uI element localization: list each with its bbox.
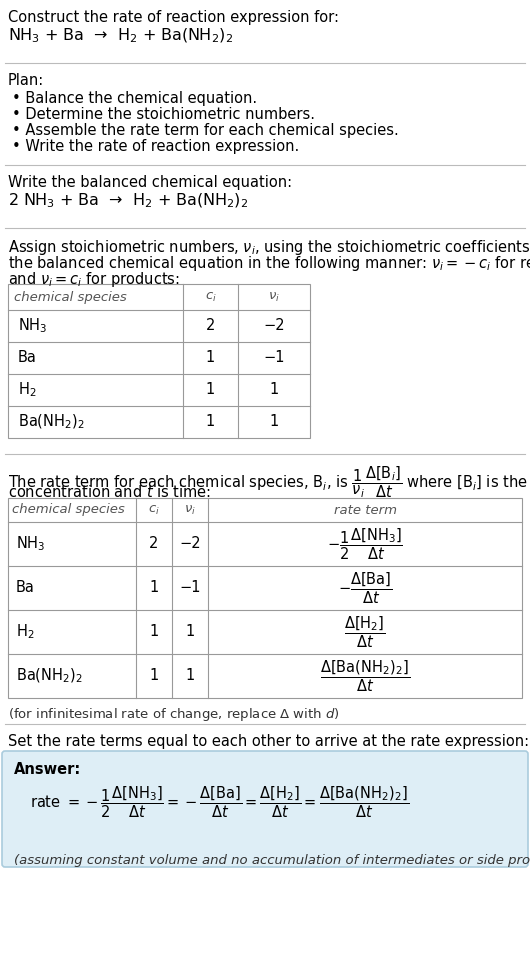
Text: 1: 1 — [149, 625, 158, 639]
Text: −2: −2 — [263, 318, 285, 334]
Text: NH$_3$ + Ba  →  H$_2$ + Ba(NH$_2$)$_2$: NH$_3$ + Ba → H$_2$ + Ba(NH$_2$)$_2$ — [8, 27, 233, 46]
Text: $\nu_i$: $\nu_i$ — [184, 504, 196, 516]
Text: $-\dfrac{1}{2}\dfrac{\Delta[\mathrm{NH_3}]}{\Delta t}$: $-\dfrac{1}{2}\dfrac{\Delta[\mathrm{NH_3… — [327, 526, 403, 562]
Text: Construct the rate of reaction expression for:: Construct the rate of reaction expressio… — [8, 10, 339, 25]
Text: Ba: Ba — [18, 350, 37, 365]
Text: • Assemble the rate term for each chemical species.: • Assemble the rate term for each chemic… — [12, 123, 399, 138]
Text: 2 NH$_3$ + Ba  →  H$_2$ + Ba(NH$_2$)$_2$: 2 NH$_3$ + Ba → H$_2$ + Ba(NH$_2$)$_2$ — [8, 192, 249, 211]
Text: • Determine the stoichiometric numbers.: • Determine the stoichiometric numbers. — [12, 107, 315, 122]
Text: 2: 2 — [149, 537, 158, 551]
Text: chemical species: chemical species — [14, 291, 127, 304]
Text: Write the balanced chemical equation:: Write the balanced chemical equation: — [8, 175, 292, 190]
Text: Ba: Ba — [16, 581, 35, 595]
Text: $c_i$: $c_i$ — [148, 504, 160, 516]
Text: 1: 1 — [186, 669, 195, 683]
Text: 1: 1 — [206, 350, 215, 365]
Text: −1: −1 — [179, 581, 201, 595]
Text: (assuming constant volume and no accumulation of intermediates or side products): (assuming constant volume and no accumul… — [14, 854, 530, 867]
Text: H$_2$: H$_2$ — [16, 623, 34, 641]
Text: concentration and $t$ is time:: concentration and $t$ is time: — [8, 484, 211, 500]
Text: 1: 1 — [206, 415, 215, 429]
Bar — [8, 498, 522, 698]
Text: • Write the rate of reaction expression.: • Write the rate of reaction expression. — [12, 139, 299, 154]
Text: −2: −2 — [179, 537, 201, 551]
Text: 2: 2 — [206, 318, 215, 334]
Text: and $\nu_i = c_i$ for products:: and $\nu_i = c_i$ for products: — [8, 270, 180, 289]
Text: Set the rate terms equal to each other to arrive at the rate expression:: Set the rate terms equal to each other t… — [8, 734, 529, 749]
Text: 1: 1 — [269, 383, 279, 397]
Text: Assign stoichiometric numbers, $\nu_i$, using the stoichiometric coefficients, $: Assign stoichiometric numbers, $\nu_i$, … — [8, 238, 530, 257]
Text: 1: 1 — [269, 415, 279, 429]
Text: $\dfrac{\Delta[\mathrm{Ba(NH_2)_2}]}{\Delta t}$: $\dfrac{\Delta[\mathrm{Ba(NH_2)_2}]}{\De… — [320, 658, 410, 694]
Text: $\dfrac{\Delta[\mathrm{H_2}]}{\Delta t}$: $\dfrac{\Delta[\mathrm{H_2}]}{\Delta t}$ — [344, 614, 386, 650]
Text: rate term: rate term — [333, 504, 396, 516]
Text: $c_i$: $c_i$ — [205, 291, 216, 304]
Text: $\nu_i$: $\nu_i$ — [268, 291, 280, 304]
Text: NH$_3$: NH$_3$ — [16, 535, 45, 553]
Text: Plan:: Plan: — [8, 73, 44, 88]
Text: 1: 1 — [149, 669, 158, 683]
Text: 1: 1 — [186, 625, 195, 639]
FancyBboxPatch shape — [2, 751, 528, 867]
Text: The rate term for each chemical species, B$_i$, is $\dfrac{1}{\nu_i}\dfrac{\Delt: The rate term for each chemical species,… — [8, 464, 530, 500]
Text: 1: 1 — [149, 581, 158, 595]
Text: NH$_3$: NH$_3$ — [18, 316, 47, 336]
Text: Ba(NH$_2$)$_2$: Ba(NH$_2$)$_2$ — [18, 413, 84, 431]
Text: Answer:: Answer: — [14, 762, 81, 777]
Text: 1: 1 — [206, 383, 215, 397]
Text: the balanced chemical equation in the following manner: $\nu_i = -c_i$ for react: the balanced chemical equation in the fo… — [8, 254, 530, 273]
Text: (for infinitesimal rate of change, replace Δ with $d$): (for infinitesimal rate of change, repla… — [8, 706, 340, 723]
Text: −1: −1 — [263, 350, 285, 365]
Text: $-\dfrac{\Delta[\mathrm{Ba}]}{\Delta t}$: $-\dfrac{\Delta[\mathrm{Ba}]}{\Delta t}$ — [338, 570, 392, 606]
Text: rate $= -\dfrac{1}{2}\dfrac{\Delta[\mathrm{NH_3}]}{\Delta t} = -\dfrac{\Delta[\m: rate $= -\dfrac{1}{2}\dfrac{\Delta[\math… — [30, 784, 409, 820]
Text: • Balance the chemical equation.: • Balance the chemical equation. — [12, 91, 257, 106]
Bar — [8, 284, 310, 438]
Text: chemical species: chemical species — [12, 504, 125, 516]
Text: Ba(NH$_2$)$_2$: Ba(NH$_2$)$_2$ — [16, 667, 83, 685]
Text: H$_2$: H$_2$ — [18, 381, 37, 399]
